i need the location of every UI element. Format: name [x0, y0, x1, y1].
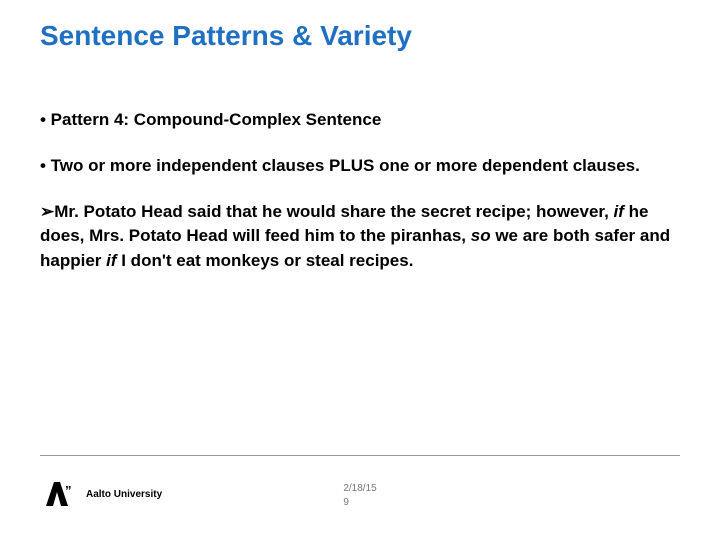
example-ital3: if: [106, 251, 116, 270]
footer: ” Aalto University: [40, 476, 162, 512]
example-sentence: ➢Mr. Potato Head said that he would shar…: [40, 200, 680, 274]
slide: Sentence Patterns & Variety • Pattern 4:…: [0, 0, 720, 540]
bullet-definition: • Two or more independent clauses PLUS o…: [40, 148, 680, 184]
example-part1: Mr. Potato Head said that he would share…: [54, 202, 613, 221]
aalto-logo-icon: ”: [40, 476, 76, 512]
bullet-arrow-icon: ➢: [40, 202, 54, 221]
footer-divider: [40, 455, 680, 456]
university-name: Aalto University: [86, 489, 162, 500]
slide-title: Sentence Patterns & Variety: [40, 20, 680, 52]
slide-number: 9: [343, 496, 376, 510]
example-part4: I don't eat monkeys or steal recipes.: [117, 251, 414, 270]
svg-text:”: ”: [65, 483, 72, 498]
example-ital2: so: [471, 226, 491, 245]
bullet-pattern4: • Pattern 4: Compound-Complex Sentence: [40, 110, 680, 130]
slide-date: 2/18/15: [343, 482, 376, 496]
slide-meta: 2/18/15 9: [343, 482, 376, 510]
example-ital1: if: [614, 202, 624, 221]
